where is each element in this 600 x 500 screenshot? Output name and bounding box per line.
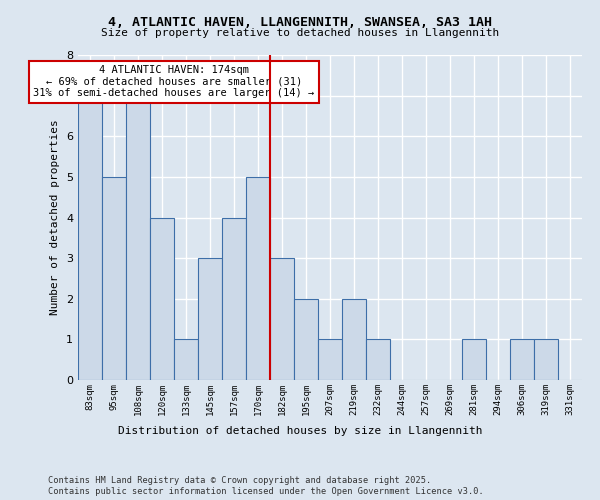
Bar xyxy=(342,298,366,380)
Bar xyxy=(534,340,558,380)
Bar xyxy=(270,258,294,380)
Bar xyxy=(126,96,150,380)
Bar xyxy=(222,218,246,380)
Bar xyxy=(150,218,174,380)
Bar xyxy=(462,340,486,380)
Bar xyxy=(366,340,390,380)
Bar xyxy=(198,258,222,380)
Bar xyxy=(510,340,534,380)
Bar xyxy=(174,340,198,380)
Text: Size of property relative to detached houses in Llangennith: Size of property relative to detached ho… xyxy=(101,28,499,38)
Y-axis label: Number of detached properties: Number of detached properties xyxy=(50,120,61,316)
Bar xyxy=(246,177,270,380)
Bar xyxy=(102,177,126,380)
Text: Contains HM Land Registry data © Crown copyright and database right 2025.: Contains HM Land Registry data © Crown c… xyxy=(48,476,431,485)
Bar xyxy=(294,298,318,380)
Text: Distribution of detached houses by size in Llangennith: Distribution of detached houses by size … xyxy=(118,426,482,436)
Text: 4 ATLANTIC HAVEN: 174sqm
← 69% of detached houses are smaller (31)
31% of semi-d: 4 ATLANTIC HAVEN: 174sqm ← 69% of detach… xyxy=(34,65,314,98)
Text: Contains public sector information licensed under the Open Government Licence v3: Contains public sector information licen… xyxy=(48,487,484,496)
Bar xyxy=(318,340,342,380)
Bar xyxy=(78,96,102,380)
Text: 4, ATLANTIC HAVEN, LLANGENNITH, SWANSEA, SA3 1AH: 4, ATLANTIC HAVEN, LLANGENNITH, SWANSEA,… xyxy=(108,16,492,29)
